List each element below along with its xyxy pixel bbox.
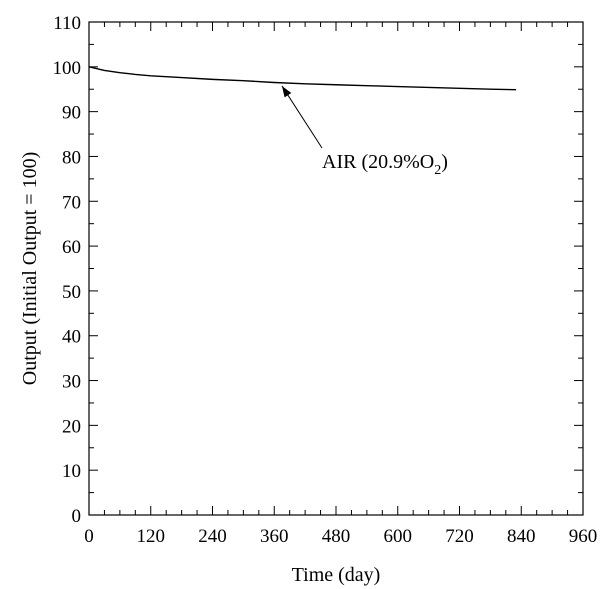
x-tick-label: 480 [322,526,351,547]
annotation-label: AIR (20.9%O2) [322,151,448,178]
plot-frame [88,21,584,516]
annotation-label-end: ) [441,151,448,173]
y-tick-label: 90 [62,103,81,124]
y-tick-label: 10 [62,461,81,482]
y-tick-label: 20 [62,416,81,437]
y-tick-label: 40 [62,327,81,348]
air-annotation: AIR (20.9%O2) [281,85,448,178]
y-tick-label: 80 [62,147,81,168]
minor-ticks [89,22,583,515]
x-tick-labels: 0 120 240 360 480 600 720 840 960 [84,526,597,547]
x-tick-label: 600 [384,526,413,547]
annotation-arrow-line [281,85,323,149]
x-tick-label: 240 [198,526,227,547]
major-ticks [88,21,584,516]
y-tick-label: 70 [62,192,81,213]
y-tick-label: 50 [62,282,81,303]
y-tick-labels: 0 10 20 30 40 50 60 70 80 90 100 110 [53,13,82,527]
annotation-label-subscript: 2 [434,163,441,178]
x-tick-label: 120 [137,526,166,547]
output-series-line [88,66,517,91]
annotation-label-main: AIR (20.9%O [322,151,434,173]
plot-area [88,21,584,516]
y-tick-label: 110 [53,13,81,34]
y-tick-label: 30 [62,372,81,393]
y-axis-label: Output (Initial Output = 100) [19,152,41,385]
x-tick-label: 720 [445,526,474,547]
x-tick-label: 840 [507,526,536,547]
x-tick-label: 960 [569,526,598,547]
y-tick-label: 60 [62,237,81,258]
annotation-arrow-head [281,85,292,98]
x-tick-label: 0 [84,526,94,547]
x-axis-label: Time (day) [292,564,381,586]
y-tick-label: 100 [53,58,82,79]
x-tick-label: 360 [260,526,289,547]
y-tick-label: 0 [72,506,82,527]
